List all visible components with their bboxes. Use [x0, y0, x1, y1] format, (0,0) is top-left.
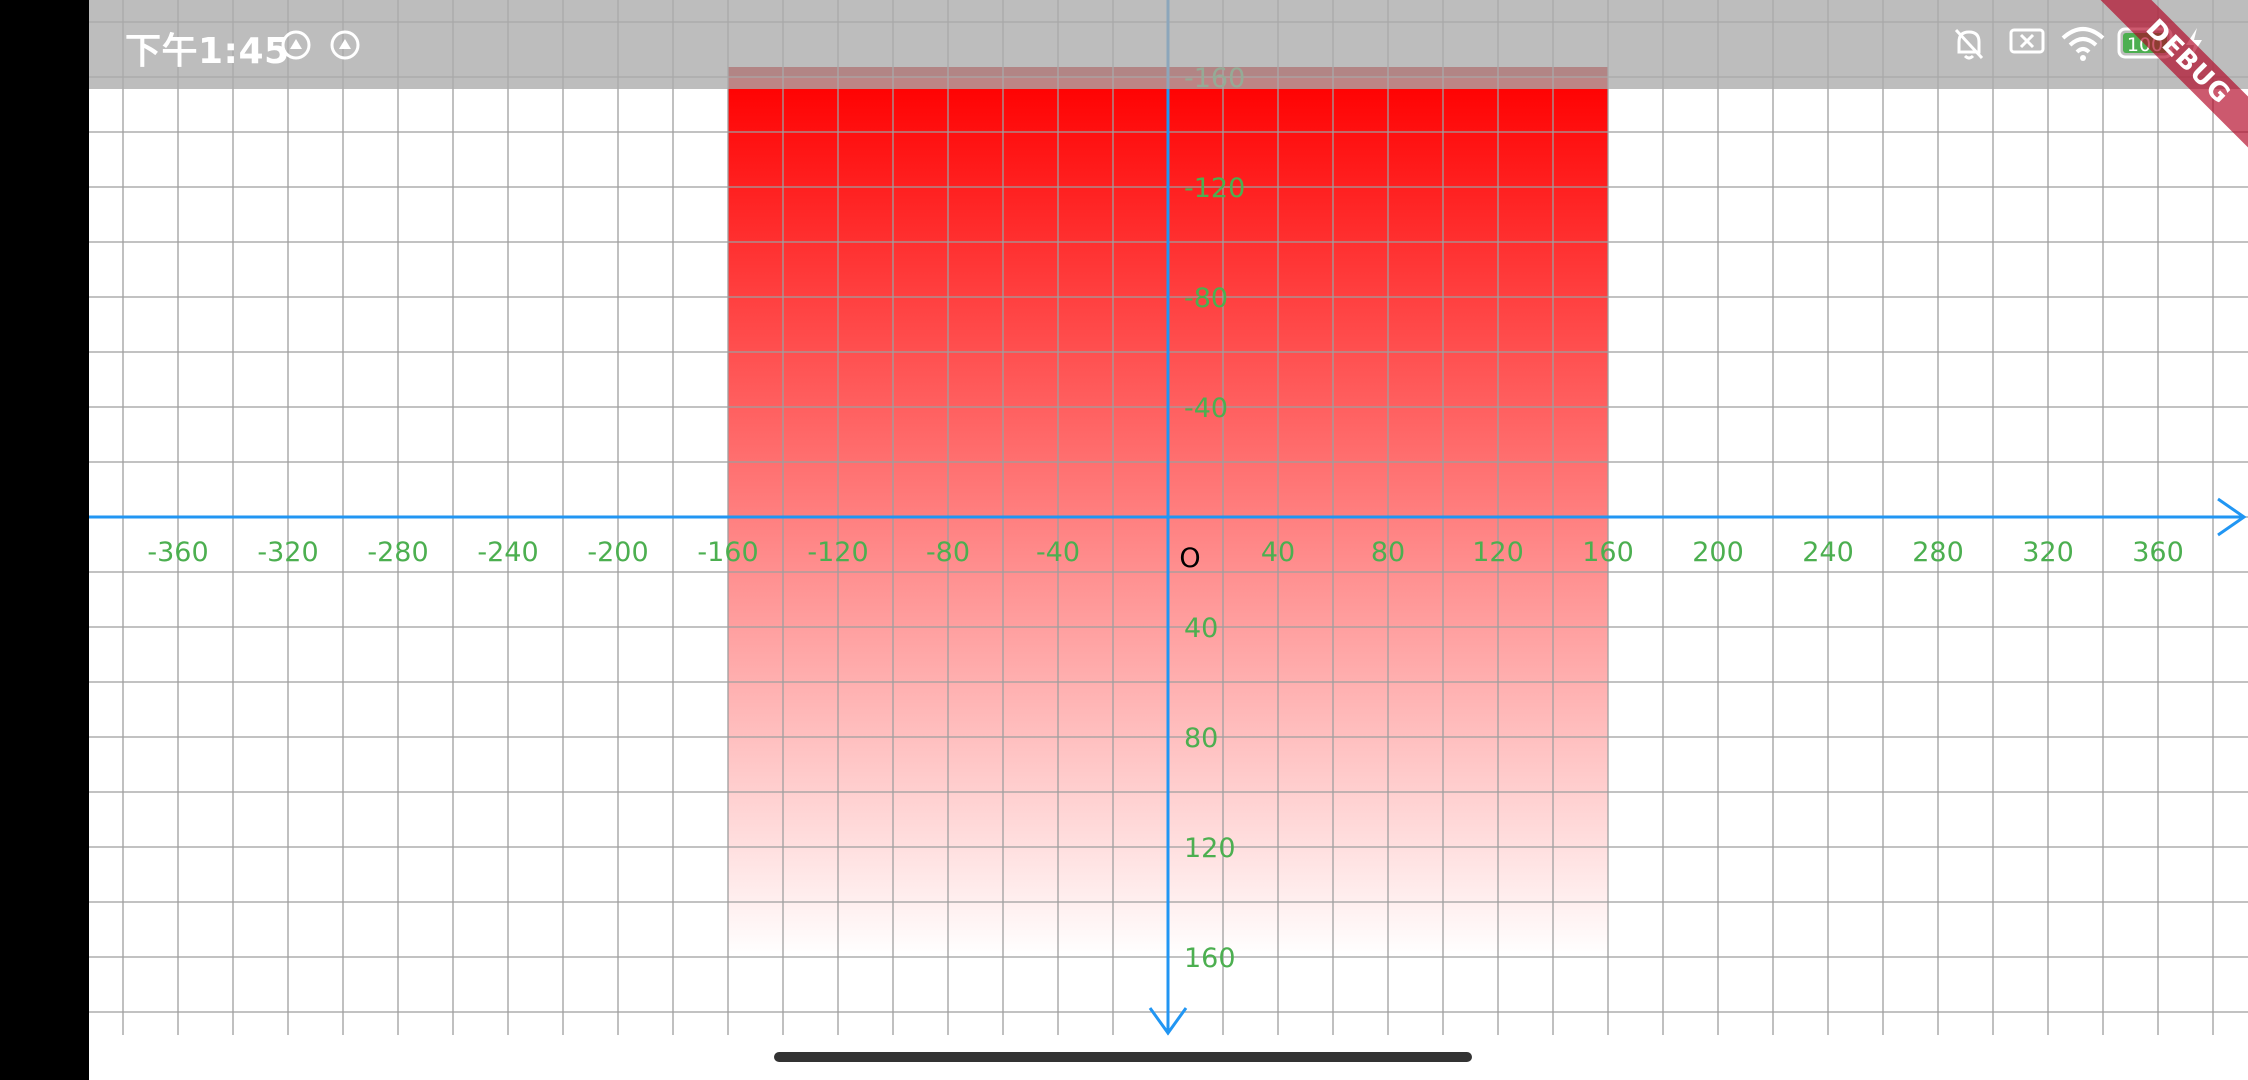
y-axis-arrow [1148, 1007, 1188, 1036]
y-tick-label: -40 [1184, 393, 1228, 424]
x-tick-label: 40 [1261, 537, 1295, 568]
x-tick-label: 80 [1371, 537, 1405, 568]
circle-arrow-icon [281, 30, 311, 60]
x-tick-label: -360 [147, 537, 208, 568]
x-tick-label: 120 [1472, 537, 1524, 568]
status-time: 下午1:45 [125, 31, 290, 72]
x-tick-label: 200 [1692, 537, 1744, 568]
x-tick-label: -200 [587, 537, 648, 568]
left-black-bar [0, 0, 89, 1080]
x-axis-arrow [2217, 497, 2247, 537]
y-tick-label: -80 [1184, 283, 1228, 314]
wifi-icon [2061, 27, 2105, 61]
x-tick-label: 240 [1802, 537, 1854, 568]
x-tick-label: 360 [2132, 537, 2184, 568]
y-tick-label: 120 [1184, 833, 1236, 864]
x-tick-label: -160 [697, 537, 758, 568]
circle-arrow-icon [330, 30, 360, 60]
status-bar: 下午1:45 100 [89, 0, 2248, 89]
x-tick-label: -320 [257, 537, 318, 568]
home-indicator[interactable] [774, 1052, 1472, 1062]
x-tick-label: 320 [2022, 537, 2074, 568]
origin-label: O [1179, 543, 1200, 574]
x-tick-label: -280 [367, 537, 428, 568]
y-tick-label: 40 [1184, 613, 1218, 644]
x-tick-label: -80 [926, 537, 970, 568]
x-tick-label: 280 [1912, 537, 1964, 568]
x-tick-label: 160 [1582, 537, 1634, 568]
bell-off-icon [1954, 28, 1984, 60]
x-tick-label: -120 [807, 537, 868, 568]
x-tick-label: -240 [477, 537, 538, 568]
coordinate-canvas[interactable]: -360 -320 -280 -240 -200 -160 -120 -80 -40 40 80 12… [89, 0, 2248, 1080]
y-tick-label: -120 [1184, 173, 1245, 204]
y-tick-label: 80 [1184, 723, 1218, 754]
y-tick-label: 160 [1184, 943, 1236, 974]
sim-x-icon [2009, 28, 2045, 54]
x-tick-label: -40 [1036, 537, 1080, 568]
coordinate-plot: -360 -320 -280 -240 -200 -160 -120 -80 -40 40 80 12… [89, 0, 2248, 1036]
